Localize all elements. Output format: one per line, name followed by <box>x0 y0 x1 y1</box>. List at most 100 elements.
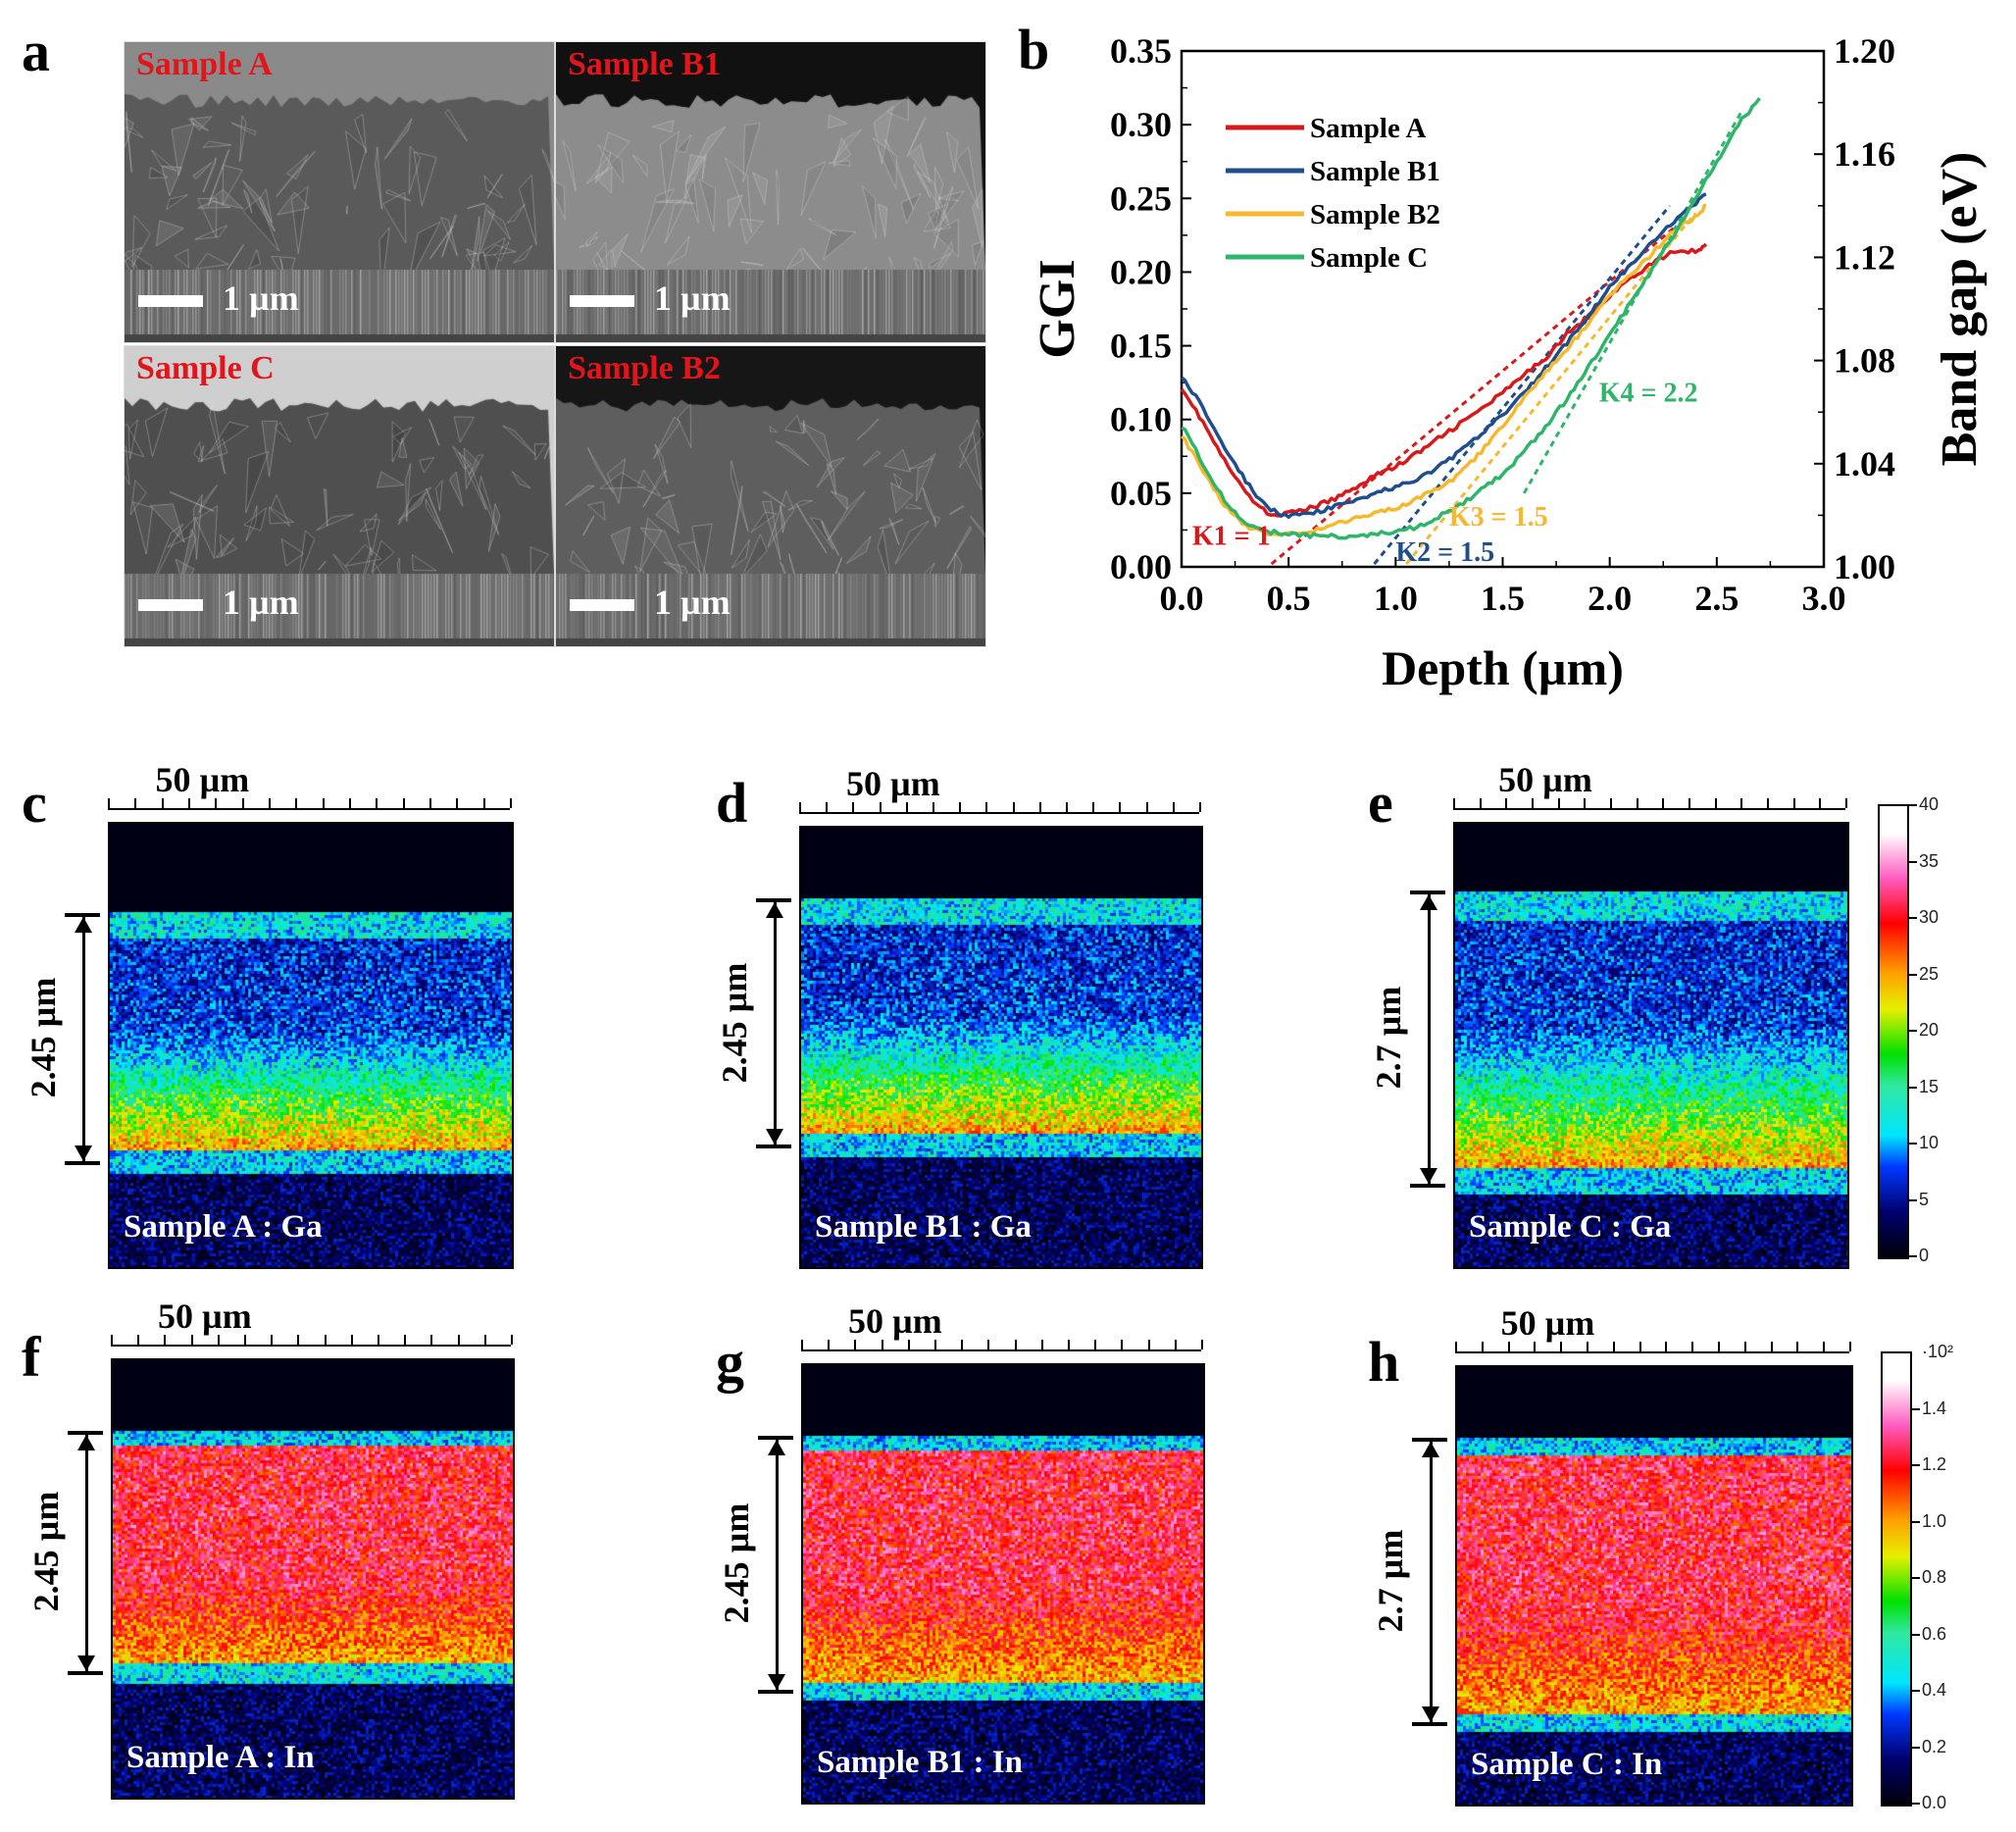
ruler-tick <box>241 798 244 808</box>
x-tick-label: 0.0 <box>1160 579 1204 618</box>
ruler-tick <box>932 802 934 812</box>
slope-annotation: K3 = 1.5 <box>1449 502 1548 533</box>
colorbar-tick-label: 15 <box>1919 1076 1940 1096</box>
colorbar-ga: 0 5 10 15 20 25 30 35 40 <box>1878 794 2015 1265</box>
thickness-arrow-cap <box>65 912 100 917</box>
thickness-arrow <box>1428 892 1431 1186</box>
ruler-tick <box>961 1340 964 1351</box>
colorbar-tick <box>1910 1577 1920 1579</box>
colorbar-tick-label: 35 <box>1919 850 1940 871</box>
width-ruler <box>801 1349 1201 1351</box>
fit-line <box>1405 212 1697 565</box>
ruler-tick <box>111 1335 113 1347</box>
colorbar-tick-label: 20 <box>1919 1020 1940 1040</box>
y2-tick-label: 1.04 <box>1834 444 1895 483</box>
colorbar-tick-label: 10 <box>1919 1133 1940 1152</box>
series-line-sample-b1 <box>1180 192 1707 520</box>
thickness-arrow <box>1430 1439 1433 1724</box>
ruler-tick <box>456 798 459 808</box>
y-tick-label: 0.00 <box>1110 547 1172 586</box>
thickness-label: 2.45 µm <box>717 1502 756 1624</box>
ruler-tick <box>1014 1340 1017 1349</box>
thickness-label: 2.45 µm <box>26 1492 66 1612</box>
ruler-tick <box>1505 798 1508 808</box>
ruler-tick <box>244 1335 246 1345</box>
panel-label-f: f <box>22 1325 41 1389</box>
ruler-tick <box>1532 798 1534 808</box>
scale-bar <box>138 295 203 307</box>
ruler-tick <box>1845 798 1847 808</box>
ruler-tick <box>350 1335 353 1345</box>
ruler-tick <box>1507 1342 1510 1351</box>
colorbar-tick-label: 1.0 <box>1922 1510 1947 1531</box>
thickness-arrow-cap <box>756 1145 791 1149</box>
ruler-tick <box>164 1335 167 1345</box>
colorbar-gradient <box>1878 804 1909 1259</box>
scale-bar <box>138 599 203 611</box>
ggi-depth-chart: 0.0 0.5 1.0 1.5 2.0 2.5 3.0 0.00 0.05 0.10 0.15 0.2… <box>1030 31 1988 695</box>
colorbar-tick <box>1907 1086 1917 1089</box>
thickness-arrow-cap <box>1412 1437 1447 1442</box>
ruler-tick <box>1481 1342 1484 1351</box>
colorbar-tick-label: 25 <box>1919 963 1940 984</box>
ruler-tick <box>190 1335 193 1345</box>
thickness-arrow-cap <box>758 1689 793 1694</box>
eds-map: Sample A : In <box>111 1358 515 1800</box>
ruler-tick <box>378 1335 379 1345</box>
eds-intensity-image <box>803 1365 1203 1803</box>
legend-entry: Sample C <box>1310 242 1428 274</box>
ruler-tick <box>801 1340 803 1351</box>
ruler-tick <box>1823 1342 1826 1351</box>
sem-image: Sample A 1 µm <box>124 41 555 343</box>
ruler-tick <box>828 1340 831 1349</box>
x-tick-label: 1.5 <box>1481 579 1525 618</box>
width-scale-label: 50 µm <box>1498 760 1592 799</box>
ruler-tick <box>1796 1342 1799 1351</box>
ruler-tick <box>852 802 855 812</box>
sem-micrograph <box>125 42 554 342</box>
ruler-tick <box>295 798 298 808</box>
ruler-tick <box>1199 802 1201 812</box>
legend-entry: Sample A <box>1310 113 1426 144</box>
slope-annotation: K4 = 2.2 <box>1599 379 1698 409</box>
ruler-tick <box>1714 798 1717 808</box>
ruler-tick <box>188 798 190 808</box>
panel-label-e: e <box>1368 771 1393 835</box>
thickness-label: 2.7 µm <box>1371 1529 1410 1633</box>
y2-tick-label: 1.08 <box>1834 341 1895 381</box>
width-ruler <box>1455 1351 1849 1353</box>
ruler-tick <box>108 798 110 810</box>
arrow-head-down-icon <box>77 1655 95 1672</box>
sem-micrograph <box>556 346 985 646</box>
ruler-tick <box>1770 1342 1773 1353</box>
ruler-tick <box>1066 802 1068 812</box>
colorbar-tick-label: 30 <box>1919 907 1940 927</box>
panel-label-c: c <box>22 771 47 835</box>
eds-intensity-image <box>801 828 1201 1267</box>
ruler-tick <box>1201 1340 1203 1349</box>
width-ruler <box>108 808 510 810</box>
eds-map: Sample B1 : In <box>801 1363 1205 1805</box>
ruler-tick <box>1819 798 1822 808</box>
colorbar-tick <box>1907 1198 1917 1201</box>
ruler-tick <box>137 1335 140 1345</box>
ruler-tick <box>1610 798 1612 810</box>
map-sample-label: Sample C : In <box>1471 1747 1663 1782</box>
ruler-tick <box>483 1335 486 1345</box>
ruler-tick <box>511 1335 513 1345</box>
ruler-tick <box>1688 798 1690 808</box>
ruler-tick <box>269 798 271 810</box>
ruler-tick <box>482 798 485 808</box>
colorbar-tick <box>1907 1143 1917 1145</box>
y-tick-label: 0.20 <box>1110 252 1172 291</box>
sem-image: Sample B2 1 µm <box>555 345 986 647</box>
ruler-tick <box>1636 798 1638 808</box>
ruler-tick <box>905 802 908 812</box>
colorbar-tick <box>1910 1464 1920 1466</box>
ruler-tick <box>402 798 405 808</box>
colorbar-tick-label: 1.2 <box>1922 1454 1947 1474</box>
thickness-arrow <box>774 900 777 1147</box>
y2-tick-label: 1.00 <box>1834 547 1895 586</box>
ruler-tick <box>297 1335 300 1345</box>
colorbar-tick-label: 40 <box>1919 794 1940 814</box>
